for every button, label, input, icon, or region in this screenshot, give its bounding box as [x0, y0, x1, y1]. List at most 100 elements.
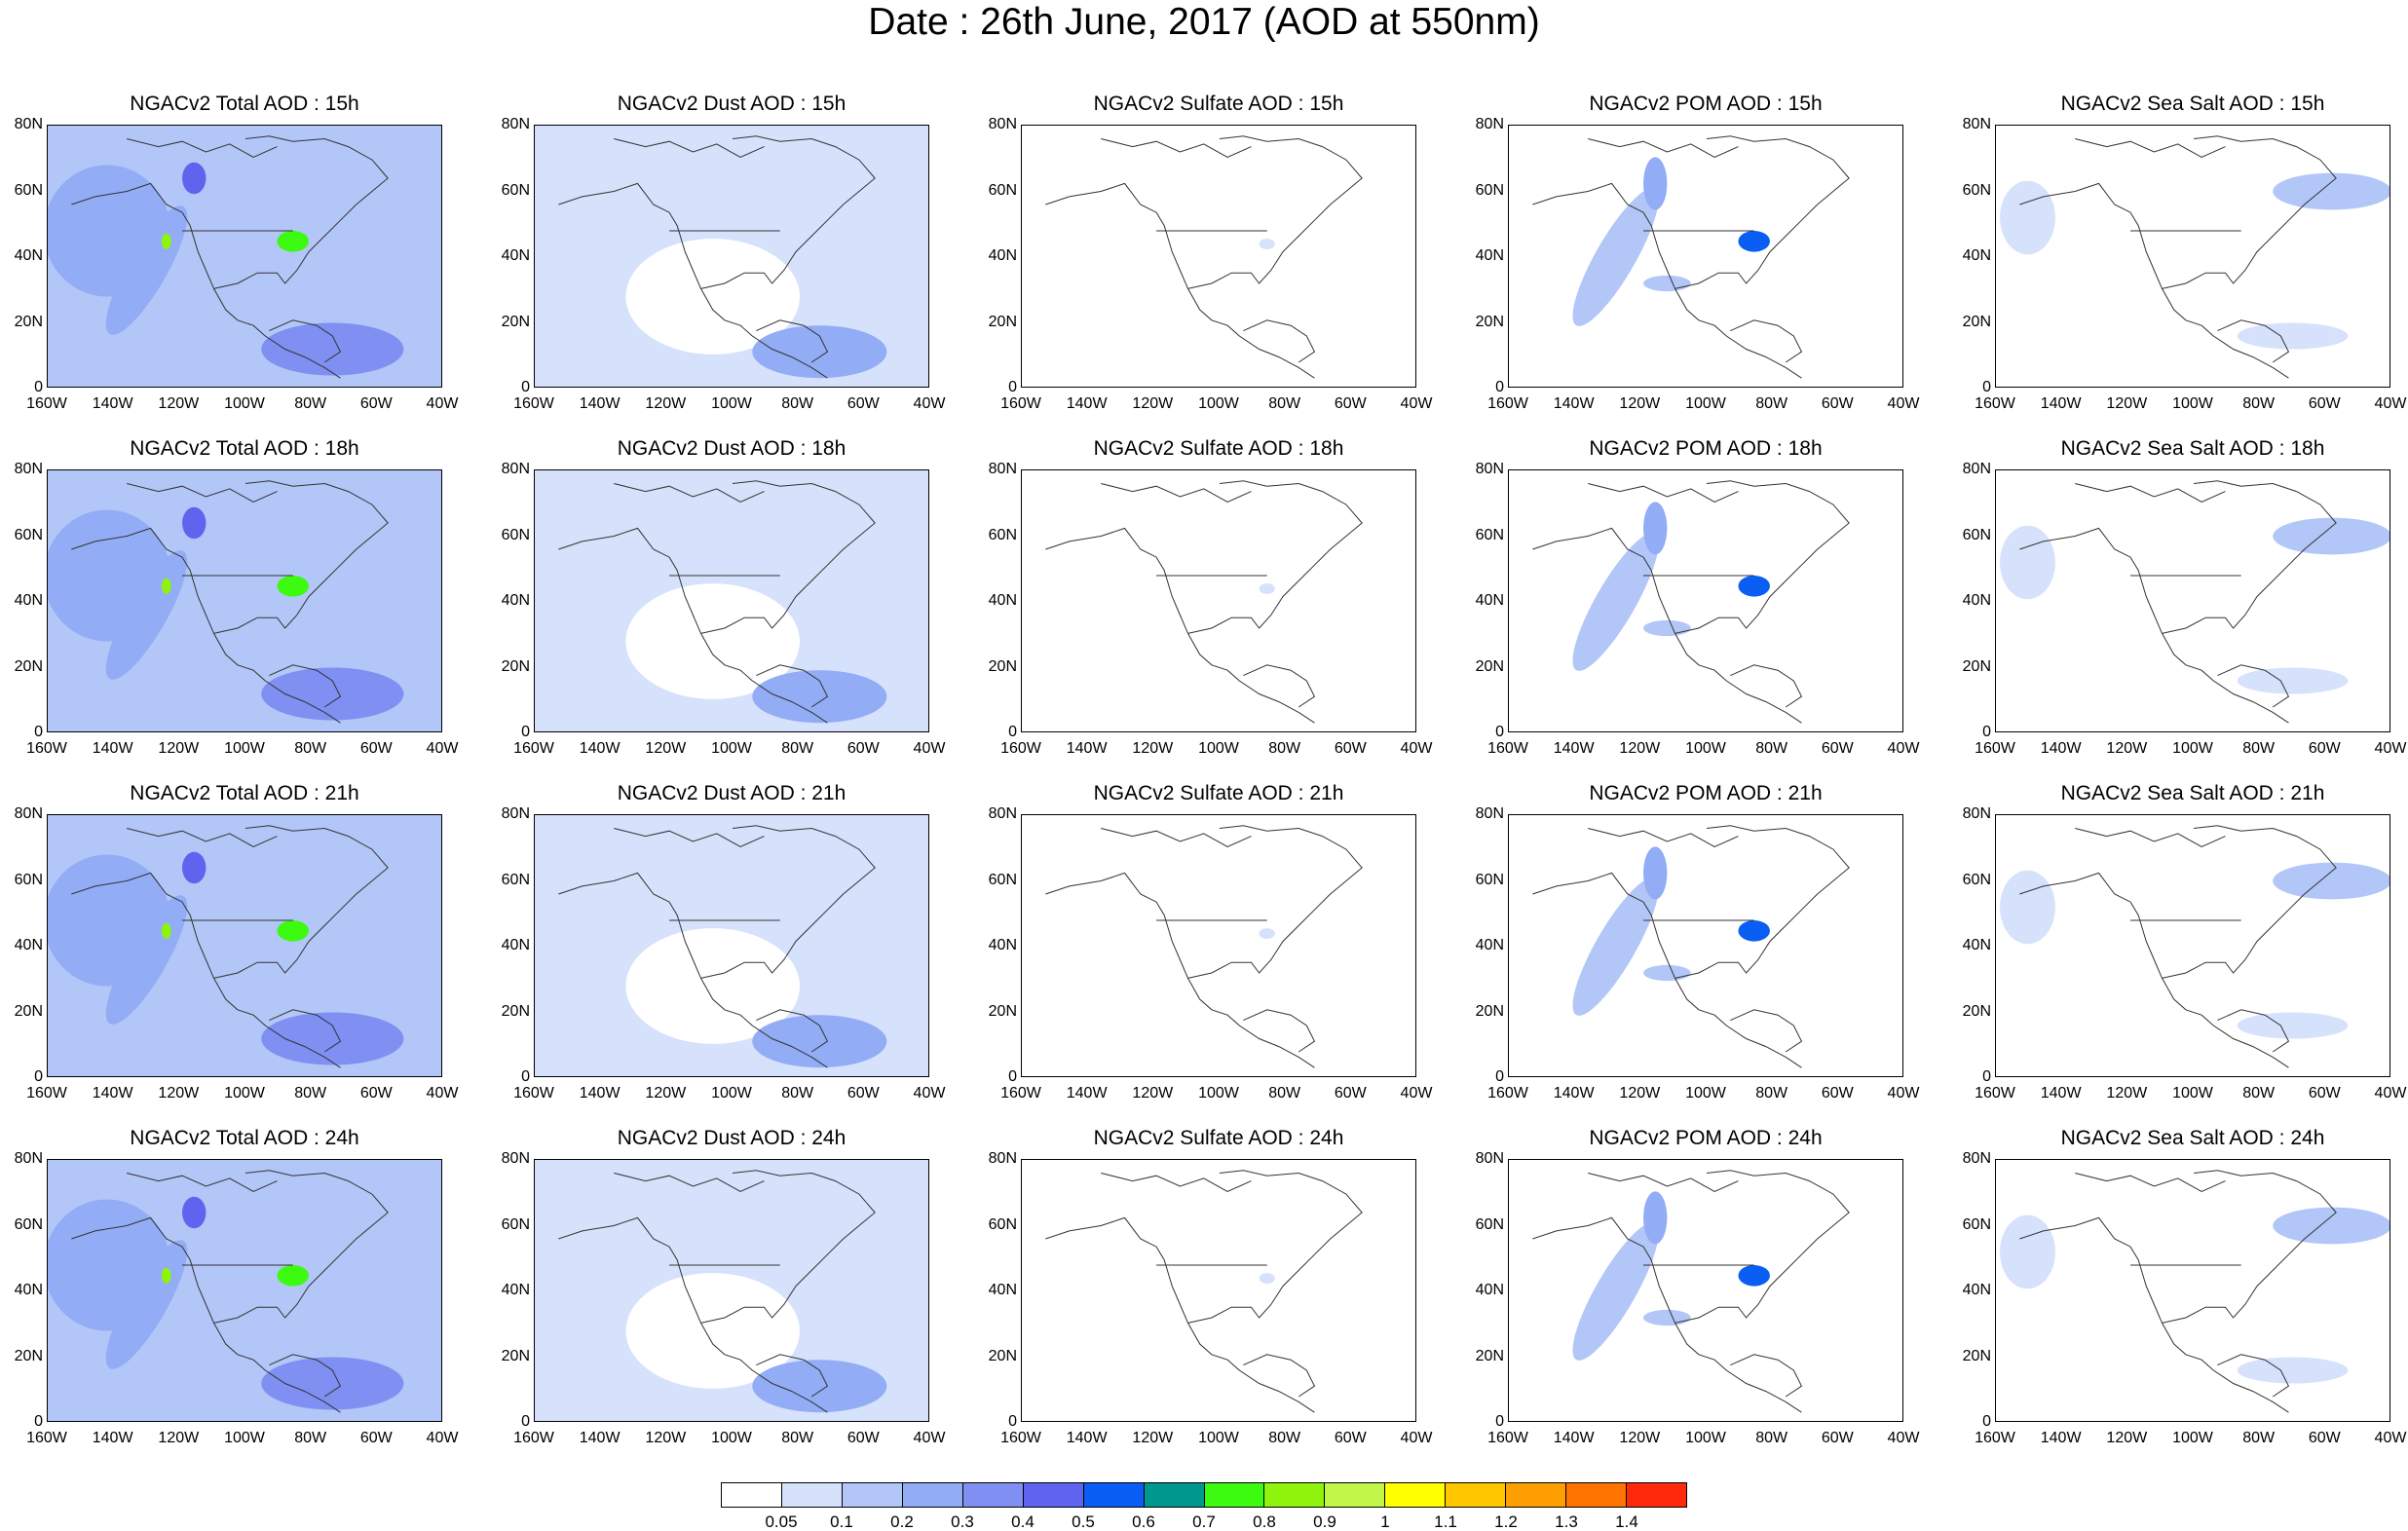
y-tick-label: 80N — [1962, 1150, 1991, 1167]
x-tick-label: 100W — [711, 1085, 752, 1102]
map-panel — [47, 469, 442, 732]
y-tick-label: 20N — [501, 1347, 530, 1364]
coastline — [1101, 828, 1252, 847]
x-tick-label: 80W — [781, 395, 814, 412]
map-panel — [1508, 469, 1903, 732]
x-tick-label: 40W — [2374, 1085, 2407, 1102]
y-tick-label: 0 — [1008, 379, 1017, 395]
colorbar-label: 0.6 — [1132, 1512, 1155, 1531]
y-tick-label: 80N — [988, 1150, 1017, 1167]
y-tick-label: 0 — [34, 1413, 43, 1430]
x-tick-label: 60W — [1334, 1085, 1367, 1102]
y-tick-label: 60N — [1475, 526, 1504, 543]
y-tick-label: 20N — [1475, 1347, 1504, 1364]
coastline — [1187, 1170, 1363, 1324]
y-tick-label: 20N — [1962, 1002, 1991, 1020]
coastline — [1730, 1354, 1803, 1398]
x-tick-label: 40W — [426, 395, 459, 412]
coastline — [2019, 182, 2289, 379]
coastline — [1101, 1173, 1252, 1192]
map-field — [535, 815, 928, 1076]
coastline — [1532, 527, 1802, 724]
coastline — [2019, 1216, 2289, 1413]
y-tick-label: 60N — [1962, 1215, 1991, 1233]
x-tick-label: 60W — [2308, 740, 2341, 757]
map-panel — [47, 814, 442, 1077]
x-tick-label: 140W — [1553, 395, 1595, 412]
colorbar — [721, 1482, 1687, 1508]
x-tick-label: 100W — [224, 1085, 265, 1102]
colorbar-swatch — [1264, 1483, 1326, 1507]
x-tick-label: 60W — [359, 395, 393, 412]
y-tick-label: 0 — [1495, 1068, 1504, 1085]
x-tick-label: 60W — [2308, 1085, 2341, 1102]
y-tick-label: 20N — [988, 313, 1017, 330]
y-tick-label: 80N — [14, 805, 43, 822]
map-panel — [534, 469, 929, 732]
coastline — [1674, 1170, 1850, 1324]
colorbar-label: 0.3 — [951, 1512, 974, 1531]
y-tick-label: 0 — [34, 724, 43, 740]
coastline — [213, 135, 389, 289]
x-tick-label: 160W — [26, 1085, 67, 1102]
x-tick-label: 60W — [847, 1085, 880, 1102]
y-tick-label: 20N — [501, 1002, 530, 1020]
x-tick-label: 60W — [2308, 1430, 2341, 1446]
y-tick-label: 0 — [34, 379, 43, 395]
panel-title: NGACv2 Sea Salt AOD : 15h — [2060, 93, 2325, 115]
map-field — [1045, 1170, 1363, 1413]
x-tick-label: 100W — [711, 1430, 752, 1446]
y-tick-label: 60N — [14, 1215, 43, 1233]
coastline — [1045, 527, 1315, 724]
y-tick-label: 20N — [14, 1347, 43, 1364]
coastline — [1588, 1173, 1739, 1192]
x-tick-label: 60W — [2308, 395, 2341, 412]
x-tick-label: 100W — [1198, 1085, 1239, 1102]
x-tick-label: 120W — [645, 1430, 687, 1446]
map-field — [2000, 480, 2389, 724]
x-tick-label: 80W — [2242, 395, 2276, 412]
x-tick-label: 80W — [294, 1085, 327, 1102]
x-tick-label: 80W — [1268, 395, 1301, 412]
map-field — [48, 126, 441, 387]
map-field — [1045, 825, 1363, 1068]
y-tick-label: 60N — [1962, 526, 1991, 543]
x-tick-label: 160W — [1000, 1430, 1041, 1446]
y-tick-label: 80N — [988, 805, 1017, 822]
x-tick-label: 80W — [781, 1085, 814, 1102]
map-panel — [1995, 814, 2390, 1077]
x-tick-label: 60W — [1334, 1430, 1367, 1446]
coastline — [269, 664, 342, 708]
x-tick-label: 120W — [1619, 1430, 1661, 1446]
x-tick-label: 160W — [1487, 395, 1528, 412]
coastline — [1101, 138, 1252, 158]
y-tick-label: 0 — [1495, 1413, 1504, 1430]
x-tick-label: 100W — [1198, 1430, 1239, 1446]
coastline — [2075, 828, 2226, 847]
y-tick-label: 40N — [1475, 247, 1504, 264]
x-tick-label: 160W — [1487, 1430, 1528, 1446]
x-tick-label: 120W — [158, 395, 200, 412]
y-tick-label: 80N — [1962, 805, 1991, 822]
colorbar-swatch — [781, 1483, 843, 1507]
coastline — [756, 664, 829, 708]
colorbar-label: 1.3 — [1555, 1512, 1578, 1531]
x-tick-label: 100W — [1685, 1085, 1726, 1102]
y-tick-label: 80N — [988, 461, 1017, 477]
y-tick-label: 40N — [1962, 1282, 1991, 1298]
y-tick-label: 0 — [1008, 1068, 1017, 1085]
coastline — [269, 319, 342, 363]
x-tick-label: 60W — [847, 740, 880, 757]
x-tick-label: 160W — [513, 395, 554, 412]
panel-title: NGACv2 POM AOD : 15h — [1589, 93, 1823, 115]
coastline — [2162, 135, 2337, 289]
map-panel — [1508, 814, 1903, 1077]
y-tick-label: 20N — [988, 1347, 1017, 1364]
x-tick-label: 100W — [2172, 740, 2213, 757]
x-tick-label: 100W — [1198, 740, 1239, 757]
y-tick-label: 0 — [1008, 1413, 1017, 1430]
y-tick-label: 60N — [988, 871, 1017, 888]
panel-title: NGACv2 Dust AOD : 21h — [617, 782, 847, 804]
coastline — [1730, 664, 1803, 708]
panel-title: NGACv2 Sea Salt AOD : 24h — [2060, 1127, 2325, 1149]
